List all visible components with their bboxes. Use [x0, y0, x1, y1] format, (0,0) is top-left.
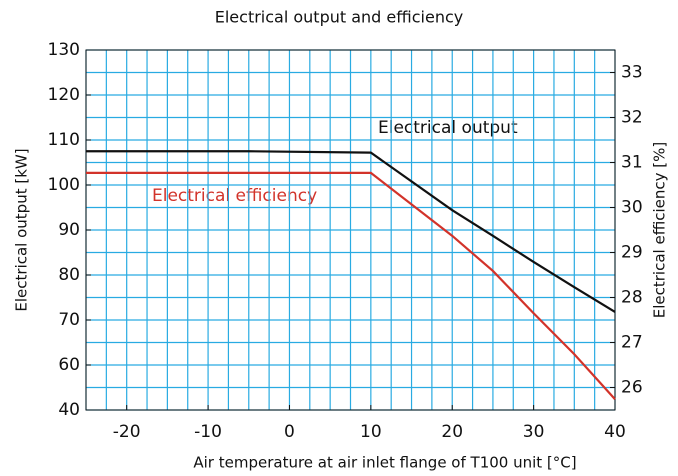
y-tick-label: 80: [58, 265, 80, 285]
y2-tick-label: 33: [621, 63, 643, 83]
y-tick-label: 100: [48, 175, 80, 195]
y2-axis-label: Electrical efficiency [%]: [651, 142, 669, 318]
x-axis-label: Air temperature at air inlet flange of T…: [193, 454, 576, 472]
x-tick-label: 40: [604, 422, 626, 442]
chart-title: Electrical output and efficiency: [215, 8, 463, 27]
y-tick-label: 120: [48, 85, 80, 105]
series-line: [86, 171, 616, 400]
y2-tick-label: 28: [621, 288, 643, 308]
x-tick-label: 0: [284, 422, 295, 442]
y2-tick-label: 29: [621, 243, 643, 263]
x-tick-label: 20: [441, 422, 463, 442]
x-tick-label: 10: [360, 422, 382, 442]
y2-tick-label: 26: [621, 378, 643, 398]
y-axis-label: Electrical output [kW]: [13, 148, 31, 311]
y-tick-label: 130: [48, 40, 80, 60]
y2-tick-label: 31: [621, 153, 643, 173]
y-tick-label: 110: [48, 130, 80, 150]
y-tick-label: 60: [58, 355, 80, 375]
y-tick-label: 40: [58, 400, 80, 420]
y2-tick-label: 32: [621, 108, 643, 128]
y-tick-label: 70: [58, 310, 80, 330]
plot-frame: [85, 49, 616, 411]
series-line: [86, 150, 616, 313]
y-tick-label: 90: [58, 220, 80, 240]
x-tick-label: 30: [523, 422, 545, 442]
series-annotation: Electrical efficiency: [152, 186, 317, 206]
x-tick-label: -10: [194, 422, 222, 442]
series-annotation: Electrical output: [378, 118, 518, 138]
y2-tick-label: 27: [621, 333, 643, 353]
x-tick-label: -20: [113, 422, 141, 442]
y2-tick-label: 30: [621, 198, 643, 218]
